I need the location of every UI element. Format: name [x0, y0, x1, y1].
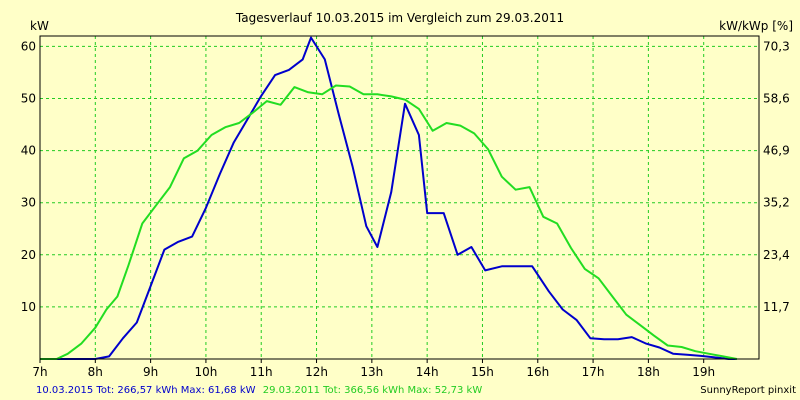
x-tick-label: 15h	[471, 365, 494, 379]
x-tick-label: 18h	[637, 365, 660, 379]
x-tick-label: 11h	[250, 365, 273, 379]
x-tick-label: 7h	[32, 365, 47, 379]
series-layer	[40, 36, 738, 360]
x-tick-label: 8h	[88, 365, 103, 379]
y-tick-label-left: 60	[21, 39, 36, 53]
y-tick-label-right: 11,7	[763, 300, 790, 314]
y-axis-right-label: kW/kWp [%]	[719, 19, 793, 33]
plot-frame	[39, 35, 760, 360]
y-tick-label-right: 46,9	[763, 144, 790, 158]
x-tick-label: 9h	[143, 365, 158, 379]
footer-series-1: 10.03.2015 Tot: 266,57 kWh Max: 61,68 kW	[36, 385, 256, 396]
footer-series-2: 29.03.2011 Tot: 366,56 kWh Max: 52,73 kW	[263, 385, 483, 396]
x-tick-label: 12h	[305, 365, 328, 379]
y-tick-label-right: 23,4	[763, 248, 790, 262]
series-line-1	[40, 36, 737, 360]
y-tick-label-left: 10	[21, 300, 36, 314]
series-line-2	[40, 84, 738, 360]
x-tick-label: 14h	[416, 365, 439, 379]
x-tick-label: 13h	[360, 365, 383, 379]
x-tick-label: 17h	[582, 365, 605, 379]
footer-legend: 10.03.2015 Tot: 266,57 kWh Max: 61,68 kW…	[36, 385, 482, 396]
y-tick-label-right: 70,3	[763, 39, 790, 53]
chart-title: Tagesverlauf 10.03.2015 im Vergleich zum…	[235, 11, 564, 25]
x-tick-label: 16h	[526, 365, 549, 379]
tick-labels: 7h 8h 9h 10h 11h 12h 13h 14h 15h 16h 17h 18h 19h 10 20…	[21, 39, 790, 379]
x-tick-label: 19h	[692, 365, 715, 379]
y-tick-label-left: 30	[21, 196, 36, 210]
y-tick-label-left: 40	[21, 144, 36, 158]
footer-credit: SunnyReport pinxit	[700, 385, 796, 396]
y-tick-label-right: 35,2	[763, 196, 790, 210]
x-tick-label: 10h	[194, 365, 217, 379]
y-axis-left-label: kW	[30, 19, 49, 33]
y-tick-label-left: 20	[21, 248, 36, 262]
y-tick-label-left: 50	[21, 92, 36, 106]
y-tick-label-right: 58,6	[763, 92, 790, 106]
